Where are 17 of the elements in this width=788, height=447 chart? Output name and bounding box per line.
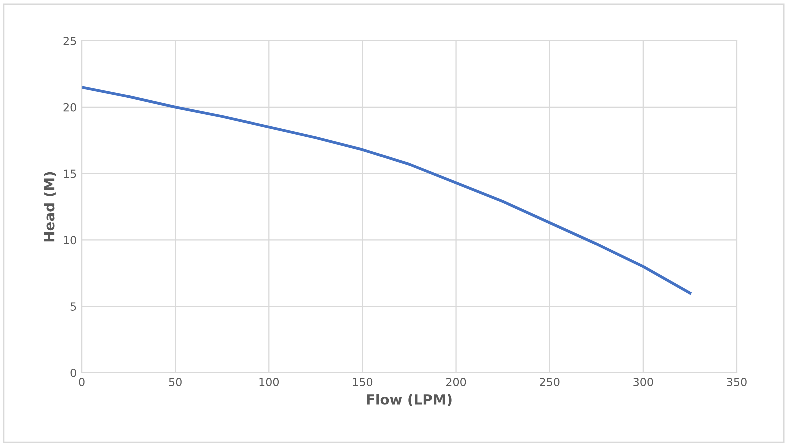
x-axis-title: Flow (LPM) (367, 394, 452, 407)
x-tick-label: 250 (540, 378, 560, 386)
x-tick-label: 200 (446, 378, 466, 386)
line-series (82, 86, 692, 295)
x-tick-label: 300 (634, 378, 654, 386)
x-tick-label: 100 (260, 378, 280, 386)
y-axis-title: Head (M) (44, 172, 56, 242)
y-tick-label: 10 (64, 236, 76, 245)
x-tick-label: 0 (79, 378, 85, 386)
y-tick-label: 25 (64, 36, 76, 46)
x-tick-label: 350 (727, 378, 747, 386)
y-tick-label: 20 (64, 103, 76, 112)
x-tick-label: 150 (353, 378, 373, 386)
y-tick-label: 0 (70, 368, 76, 378)
x-tick-label: 50 (169, 378, 182, 386)
y-tick-label: 5 (70, 302, 76, 311)
y-tick-label: 15 (64, 170, 76, 178)
